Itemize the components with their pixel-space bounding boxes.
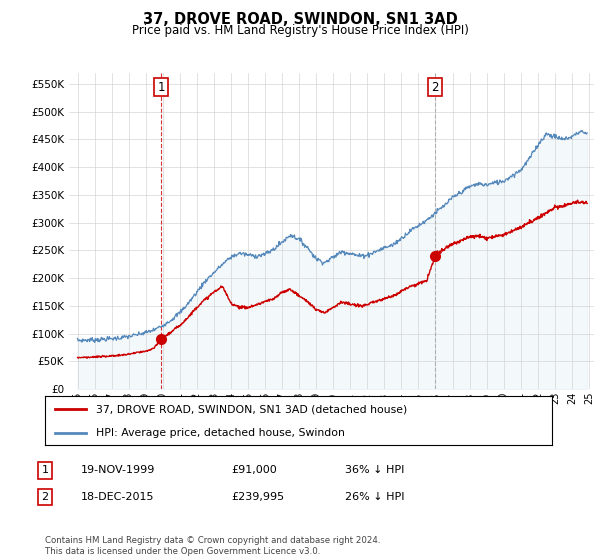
Text: 1: 1 <box>41 465 49 475</box>
Text: 19-NOV-1999: 19-NOV-1999 <box>81 465 155 475</box>
Text: Contains HM Land Registry data © Crown copyright and database right 2024.
This d: Contains HM Land Registry data © Crown c… <box>45 536 380 556</box>
Text: Price paid vs. HM Land Registry's House Price Index (HPI): Price paid vs. HM Land Registry's House … <box>131 24 469 36</box>
Text: 37, DROVE ROAD, SWINDON, SN1 3AD: 37, DROVE ROAD, SWINDON, SN1 3AD <box>143 12 457 27</box>
Text: 2: 2 <box>431 81 439 94</box>
Text: £239,995: £239,995 <box>231 492 284 502</box>
Text: £91,000: £91,000 <box>231 465 277 475</box>
Text: 2: 2 <box>41 492 49 502</box>
Text: 18-DEC-2015: 18-DEC-2015 <box>81 492 155 502</box>
Text: 26% ↓ HPI: 26% ↓ HPI <box>345 492 404 502</box>
Text: 1: 1 <box>157 81 165 94</box>
Text: HPI: Average price, detached house, Swindon: HPI: Average price, detached house, Swin… <box>96 428 344 438</box>
Text: 37, DROVE ROAD, SWINDON, SN1 3AD (detached house): 37, DROVE ROAD, SWINDON, SN1 3AD (detach… <box>96 404 407 414</box>
Text: 36% ↓ HPI: 36% ↓ HPI <box>345 465 404 475</box>
